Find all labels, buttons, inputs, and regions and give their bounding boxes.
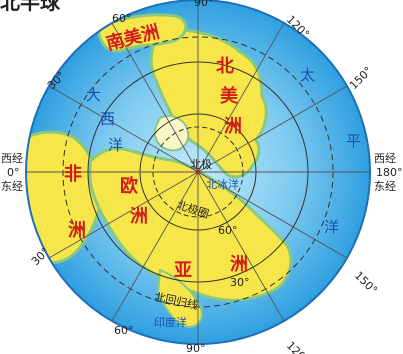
south-america-landmass [96,13,188,53]
label-north-america-char-1: 北 [216,56,234,77]
south-asia-landmass [156,268,203,328]
label-pacific-char-2: 平 [346,132,361,150]
eurasia-landmass [88,147,293,302]
lon-label-right-upper: 150° [347,64,375,92]
lon-label-top: 90° [194,0,214,9]
label-north-america: 北 美 洲 [216,56,244,137]
label-indian-ocean: 印度洋 [154,315,187,329]
label-atlantic-char-1: 大 [86,86,101,104]
label-europe: 欧 洲 [120,175,148,227]
label-asia-char-1: 亚 [174,260,192,281]
label-atlantic-char-3: 洋 [108,136,123,154]
east-side-label-3: 东经 [374,180,396,193]
label-north-america-char-3: 洲 [224,116,242,137]
label-pacific-char-1: 太 [300,66,315,84]
label-africa-char-2: 洲 [68,220,86,241]
greenland-landmass [153,114,190,152]
label-lat-60: 60° [218,224,238,237]
north-pole-dot [195,169,201,175]
label-north-pole: 北极 [190,157,212,171]
map-title: 北半球 [0,0,61,14]
east-side-label-2: 180° [376,166,403,179]
label-arctic-ocean: 北冰洋 [206,177,239,191]
label-atlantic-char-2: 西 [100,110,115,128]
west-side-label-3: 东经 [1,180,23,193]
label-north-america-char-2: 美 [220,85,238,107]
label-europe-char-2: 洲 [130,206,148,227]
lon-label-upper-left: 60° [112,12,132,25]
lon-label-lower-left: 60° [114,324,134,337]
east-side-label-1: 西经 [374,152,396,165]
label-asia: 亚 洲 [174,254,248,281]
label-lat-30: 30° [230,276,250,289]
label-pacific: 太 平 洋 [300,66,366,236]
west-side-label-2: 0° [7,166,20,179]
lon-label-lower-right: 120° [284,339,312,354]
label-africa: 非 洲 [64,163,88,241]
label-africa-char-1: 非 [64,163,82,185]
lon-label-bottom: 90° [186,342,206,354]
label-asia-char-2: 洲 [230,254,248,275]
lon-label-right-lower: 150° [352,269,380,297]
label-atlantic: 大 西 洋 [86,86,123,154]
label-pacific-char-3: 洋 [324,218,339,236]
west-side-label-1: 西经 [1,152,23,165]
label-europe-char-1: 欧 [120,175,138,197]
